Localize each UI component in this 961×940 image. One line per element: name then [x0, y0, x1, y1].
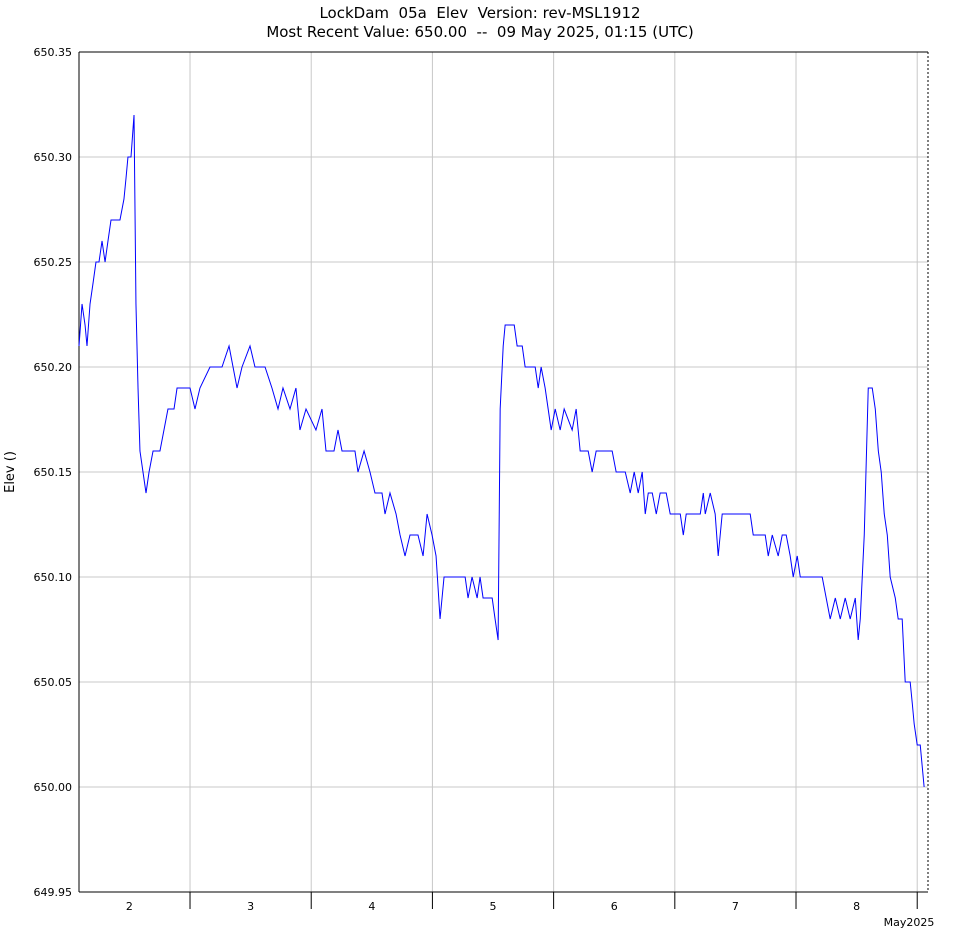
y-tick-label: 650.15	[34, 466, 73, 479]
x-tick-label: 7	[732, 900, 739, 913]
y-tick-label: 650.35	[34, 46, 73, 59]
chart-title: LockDam 05a Elev Version: rev-MSL1912	[319, 4, 640, 22]
y-tick-label: 650.30	[34, 151, 73, 164]
y-tick-label: 650.00	[34, 781, 73, 794]
x-tick-label: 4	[368, 900, 375, 913]
y-tick-label: 650.10	[34, 571, 73, 584]
y-tick-label: 650.05	[34, 676, 73, 689]
chart-subtitle: Most Recent Value: 650.00 -- 09 May 2025…	[266, 23, 693, 41]
data-line	[78, 114, 925, 788]
x-tick-label: 5	[490, 900, 497, 913]
x-tick-label: 2	[126, 900, 133, 913]
y-tick-label: 650.25	[34, 256, 73, 269]
y-axis-label: Elev ()	[3, 451, 18, 493]
x-tick-label: 3	[247, 900, 254, 913]
y-tick-label: 649.95	[34, 886, 73, 899]
x-tick-label: 6	[611, 900, 618, 913]
x-tick-label: 8	[853, 900, 860, 913]
y-tick-label: 650.20	[34, 361, 73, 374]
x-axis-label: May2025	[884, 916, 935, 929]
